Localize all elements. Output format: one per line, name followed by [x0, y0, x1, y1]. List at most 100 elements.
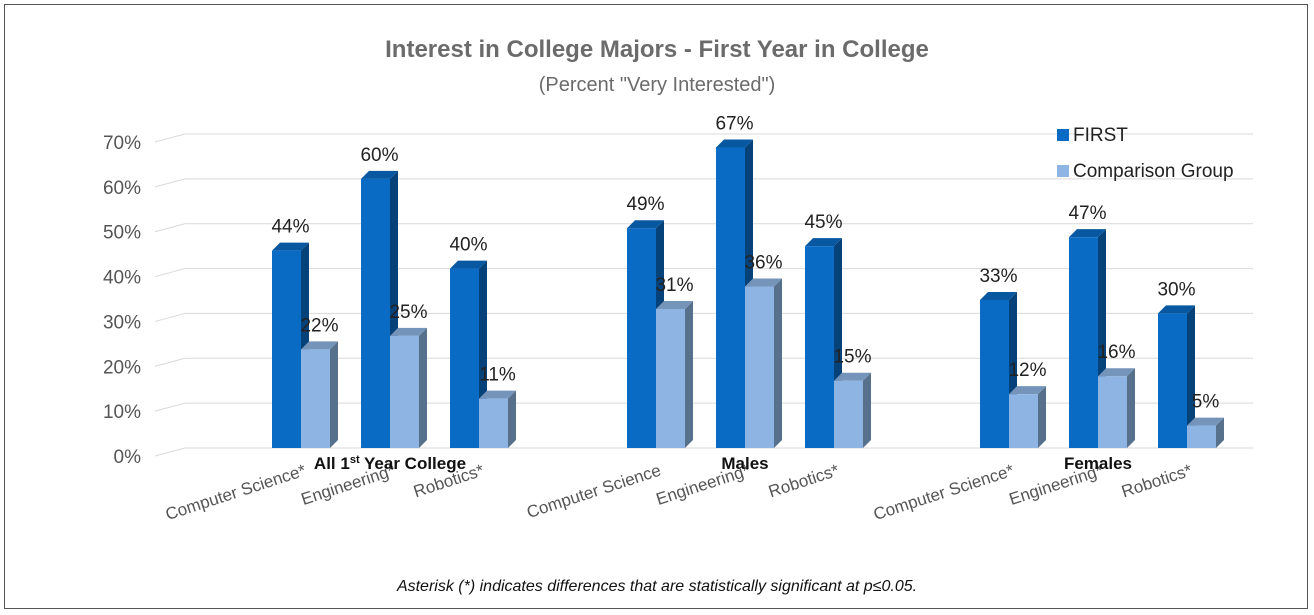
bar — [479, 398, 508, 448]
group-label: Males — [721, 454, 768, 473]
gridline-diagonal — [154, 268, 186, 278]
data-label: 12% — [1008, 360, 1046, 381]
chart-subtitle: (Percent "Very Interested") — [539, 74, 776, 96]
bar-top — [390, 327, 427, 336]
y-tick-label: 10% — [103, 402, 141, 423]
group-label: Females — [1064, 454, 1132, 473]
y-tick-label: 0% — [114, 447, 142, 468]
legend: FIRST Comparison Group — [1057, 125, 1234, 182]
data-label: 44% — [271, 217, 309, 238]
category-label: Robotics* — [766, 461, 841, 502]
data-label: 49% — [626, 194, 664, 215]
bar-top — [1098, 368, 1135, 377]
bar-side — [508, 390, 516, 448]
data-label: 16% — [1097, 342, 1135, 363]
group-label-main: Females — [1064, 454, 1132, 473]
bar-top — [1009, 386, 1046, 395]
bar-side — [1187, 305, 1195, 448]
data-label: 25% — [389, 302, 427, 323]
significance-note: Asterisk (*) indicates differences that … — [396, 578, 917, 595]
group-label-main: All 1 — [314, 454, 350, 473]
bar-side — [1038, 386, 1046, 448]
data-label: 60% — [360, 145, 398, 166]
bar — [272, 250, 301, 448]
bar-top — [656, 300, 693, 309]
bar-top — [805, 238, 842, 247]
chart-frame: Interest in College Majors - First Year … — [4, 4, 1308, 609]
bar — [980, 299, 1009, 448]
bar-top — [272, 242, 309, 251]
gridline-diagonal — [154, 312, 186, 322]
bar-top — [716, 139, 753, 148]
bar-top — [1069, 229, 1106, 238]
bar — [390, 335, 419, 448]
legend-swatch — [1057, 165, 1069, 177]
gridline-diagonal — [154, 447, 186, 457]
gridline-diagonal — [154, 402, 186, 412]
bar-top — [450, 260, 487, 269]
gridline-diagonal — [154, 178, 186, 188]
y-tick-label: 30% — [103, 312, 141, 333]
category-label: Computer Science — [524, 461, 663, 522]
bar — [834, 380, 863, 448]
y-tick-label: 20% — [103, 357, 141, 378]
bar-side — [774, 278, 782, 448]
data-label: 5% — [1192, 392, 1220, 413]
bar-side — [330, 341, 338, 448]
data-label: 36% — [744, 253, 782, 274]
bar-top — [361, 170, 398, 179]
data-label: 40% — [449, 235, 487, 256]
y-tick-label: 70% — [103, 133, 141, 154]
bars — [272, 139, 1224, 448]
bar — [1158, 313, 1187, 448]
bar-side — [863, 372, 871, 448]
bar-top — [301, 341, 338, 350]
data-label: 47% — [1068, 203, 1106, 224]
data-labels: 44% 22% 60% 25% 40% 11% 49% 31% 67% 36% 45% 15% 33% 1… — [271, 113, 1219, 412]
bar-top — [1158, 305, 1195, 314]
bar — [627, 228, 656, 448]
data-label: 45% — [804, 212, 842, 233]
bar-side — [1127, 368, 1135, 448]
bar — [716, 147, 745, 448]
data-label: 30% — [1157, 279, 1195, 300]
bar — [301, 349, 330, 448]
group-label: All 1st Year College — [314, 454, 466, 473]
data-label: 67% — [715, 113, 753, 134]
gridline-diagonal — [154, 133, 186, 143]
y-tick-label: 40% — [103, 268, 141, 289]
bar — [450, 268, 479, 448]
bar-side — [1216, 417, 1224, 448]
bar — [656, 308, 685, 448]
bar-side — [419, 327, 427, 448]
bar-top — [479, 390, 516, 399]
bar — [745, 286, 774, 448]
data-label: 33% — [979, 266, 1017, 287]
y-axis-ticks: 0% 10% 20% 30% 40% 50% 60% 70% — [103, 133, 141, 468]
group-label-sup: st — [350, 454, 360, 466]
bar — [805, 246, 834, 448]
category-label: Computer Science* — [871, 461, 1017, 524]
bar-top — [745, 278, 782, 287]
bar-chart: Interest in College Majors - First Year … — [103, 36, 1253, 595]
bar — [1098, 376, 1127, 448]
data-label: 11% — [479, 365, 516, 386]
bar — [1009, 394, 1038, 448]
y-tick-label: 60% — [103, 178, 141, 199]
group-label-rest: Year College — [360, 454, 466, 473]
bar — [361, 178, 390, 448]
bar — [1069, 237, 1098, 448]
gridline-diagonal — [154, 223, 186, 233]
bar-top — [980, 291, 1017, 300]
bar-top — [1187, 417, 1224, 426]
chart-title: Interest in College Majors - First Year … — [385, 36, 929, 63]
bar-side — [685, 300, 693, 448]
legend-swatch — [1057, 129, 1069, 141]
legend-label: FIRST — [1073, 125, 1128, 146]
legend-label: Comparison Group — [1073, 161, 1234, 182]
category-label: Computer Science* — [163, 461, 309, 524]
bar-top — [834, 372, 871, 381]
bar — [1187, 425, 1216, 448]
group-label-main: Males — [721, 454, 768, 473]
y-tick-label: 50% — [103, 223, 141, 244]
